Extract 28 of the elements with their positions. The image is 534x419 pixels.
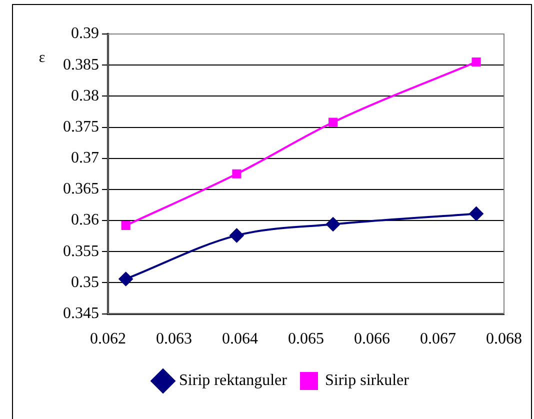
x-tick-label: 0.068	[486, 330, 522, 348]
x-tick-label: 0.063	[156, 330, 192, 348]
point	[326, 217, 340, 232]
legend-label: Sirip rektanguler	[179, 372, 288, 390]
y-tick-label: 0.355	[63, 242, 99, 260]
legend-label: Sirip sirkuler	[324, 372, 410, 390]
x-tick-label: 0.062	[90, 330, 126, 348]
point	[230, 228, 244, 242]
y-tick-label: 0.35	[71, 274, 99, 291]
y-tick-label: 0.345	[63, 305, 99, 322]
x-tick-label: 0.065	[288, 330, 324, 348]
y-tick-label: 0.37	[71, 150, 99, 167]
point	[121, 220, 130, 230]
point	[118, 272, 133, 286]
point	[469, 206, 484, 221]
y-tick-label: 0.365	[63, 180, 99, 198]
y-tick-label: 0.385	[63, 56, 99, 74]
point	[472, 57, 481, 67]
point	[328, 118, 338, 127]
point	[232, 169, 242, 178]
y-tick-label: 0.39	[71, 25, 99, 42]
y-tick-label: 0.38	[71, 87, 99, 104]
x-tick-label: 0.067	[420, 330, 456, 348]
y-axis-title: ε	[38, 50, 46, 66]
y-tick-label: 0.36	[71, 212, 99, 229]
x-tick-label: 0.066	[354, 330, 390, 348]
y-tick-label: 0.375	[63, 118, 99, 136]
x-tick-label: 0.064	[222, 330, 258, 348]
